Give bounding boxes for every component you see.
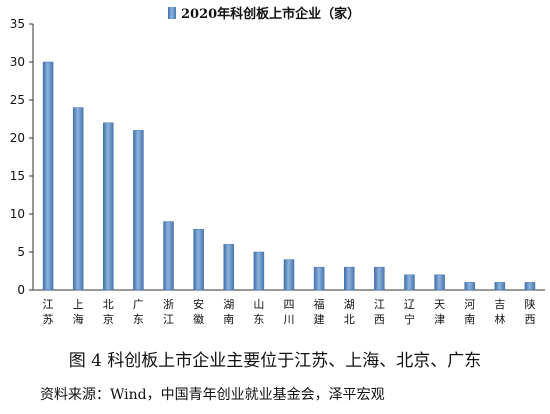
category-label-char: 西 <box>524 313 535 326</box>
bar <box>524 282 536 291</box>
bar <box>343 266 355 291</box>
legend: 2020年科创板上市企业（家） <box>168 6 360 22</box>
y-tick-label: 25 <box>10 93 25 107</box>
y-tick-label: 0 <box>17 283 25 297</box>
category-label-char: 建 <box>314 312 325 326</box>
bar <box>404 274 415 291</box>
category-label-char: 江 <box>374 298 385 311</box>
category-label-char: 林 <box>494 312 505 326</box>
category-label: 四川 <box>284 298 295 326</box>
category-label: 江西 <box>374 298 385 326</box>
category-label-char: 徽 <box>193 312 204 326</box>
category-label-char: 东 <box>133 313 144 326</box>
category-label-char: 南 <box>223 313 234 326</box>
bar <box>42 61 54 291</box>
bar <box>283 259 295 291</box>
bar <box>223 244 235 291</box>
category-label: 天津 <box>434 298 445 326</box>
category-label-char: 西 <box>374 313 385 326</box>
y-tick-label: 5 <box>17 245 25 259</box>
category-label-char: 江 <box>163 313 174 326</box>
y-tick-label: 30 <box>10 55 25 69</box>
category-label: 陕西 <box>524 297 535 326</box>
category-label: 辽宁 <box>404 298 415 326</box>
category-label: 吉林 <box>494 298 505 326</box>
category-label-char: 山 <box>253 298 264 311</box>
category-label-char: 江 <box>43 298 54 311</box>
y-tick-label: 20 <box>10 131 25 145</box>
category-label: 山东 <box>253 298 264 326</box>
category-label-char: 津 <box>434 313 445 326</box>
category-label: 浙江 <box>163 298 174 326</box>
category-label-char: 川 <box>284 313 295 326</box>
category-label-char: 宁 <box>404 312 415 326</box>
category-label-char: 东 <box>253 313 264 326</box>
bar <box>163 221 174 291</box>
category-label: 江苏 <box>43 298 54 326</box>
y-tick-label: 35 <box>10 17 25 31</box>
category-label-char: 湖 <box>223 298 234 311</box>
bar <box>72 107 84 291</box>
category-label: 湖北 <box>344 298 355 326</box>
category-label-char: 吉 <box>494 298 505 311</box>
category-label-char: 苏 <box>43 313 54 326</box>
legend-label: 2020年科创板上市企业（家） <box>181 6 360 22</box>
bars <box>42 61 536 291</box>
category-label-char: 陕 <box>524 297 535 311</box>
category-label-char: 海 <box>73 312 84 326</box>
bar <box>253 251 265 291</box>
category-label-char: 河 <box>464 298 475 311</box>
y-axis: 0 5 10 15 20 25 30 35 <box>10 17 34 297</box>
bar <box>193 228 204 291</box>
category-label-char: 福 <box>314 297 325 311</box>
category-label: 广东 <box>133 298 144 326</box>
source-note: 资料来源：Wind，中国青年创业就业基金会，泽平宏观 <box>40 387 385 403</box>
y-tick-label: 15 <box>10 169 25 183</box>
category-label: 福建 <box>314 297 325 326</box>
category-label-char: 浙 <box>163 298 174 311</box>
bar <box>133 130 144 291</box>
category-label-char: 南 <box>464 313 475 326</box>
bar <box>464 282 475 291</box>
category-label-char: 辽 <box>404 298 415 311</box>
category-label-char: 京 <box>103 312 114 326</box>
category-label: 河南 <box>464 298 475 326</box>
category-label-char: 安 <box>193 297 204 311</box>
category-label-char: 天 <box>434 298 445 311</box>
category-label-char: 广 <box>133 298 144 311</box>
bar <box>313 266 325 291</box>
category-label-char: 四 <box>284 298 295 311</box>
category-label-char: 北 <box>344 313 355 326</box>
category-label: 上海 <box>73 298 84 326</box>
category-label-char: 北 <box>103 298 114 311</box>
bar <box>434 274 445 291</box>
bar <box>494 282 506 291</box>
legend-swatch <box>168 7 176 19</box>
category-label-char: 上 <box>73 298 84 311</box>
bar <box>374 266 385 291</box>
category-label-char: 湖 <box>344 298 355 311</box>
bar <box>103 122 114 291</box>
category-label: 安徽 <box>193 297 204 326</box>
figure-caption: 图 4 科创板上市企业主要位于江苏、上海、北京、广东 <box>68 351 482 371</box>
category-label: 北京 <box>103 298 114 326</box>
category-label: 湖南 <box>223 298 234 326</box>
y-tick-label: 10 <box>10 207 25 221</box>
